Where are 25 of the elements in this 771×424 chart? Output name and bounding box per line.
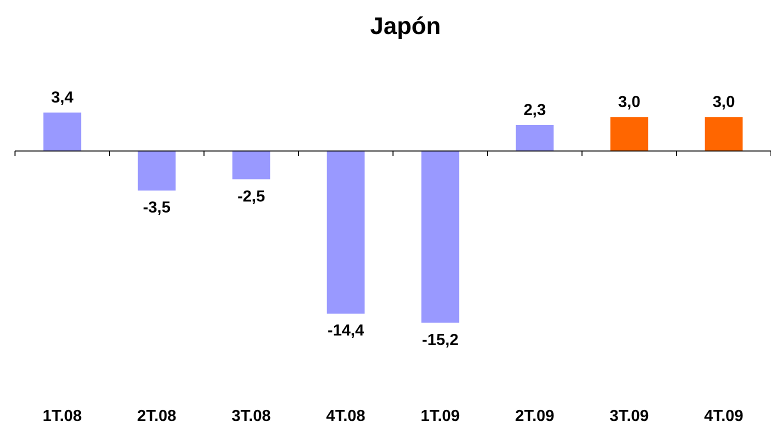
bar xyxy=(138,151,176,191)
x-tick-label: 1T.09 xyxy=(420,408,460,424)
x-tick-label: 3T.09 xyxy=(610,408,649,424)
x-tick-label: 4T.08 xyxy=(326,408,366,424)
bar xyxy=(232,151,270,180)
chart-title: Japón xyxy=(370,13,441,40)
x-tick-label: 2T.09 xyxy=(515,408,554,424)
x-tick-label: 4T.09 xyxy=(704,408,744,424)
x-tick-label: 1T.08 xyxy=(42,408,82,424)
data-label: -2,5 xyxy=(237,188,266,206)
bar xyxy=(326,151,365,314)
bar xyxy=(421,151,460,323)
data-label: -14,4 xyxy=(328,322,364,340)
data-label: 2,3 xyxy=(524,102,546,120)
bar xyxy=(610,117,648,151)
x-tick-label: 3T.08 xyxy=(232,408,271,424)
data-label: 3,4 xyxy=(51,90,74,107)
data-label: 3,0 xyxy=(618,94,640,112)
data-label: 3,0 xyxy=(712,94,735,112)
data-label: -3,5 xyxy=(142,200,171,217)
bar xyxy=(43,112,82,151)
x-tick-label: 2T.08 xyxy=(137,408,176,424)
data-label: -15,2 xyxy=(422,332,459,349)
bar xyxy=(516,125,554,151)
bar xyxy=(704,117,743,151)
